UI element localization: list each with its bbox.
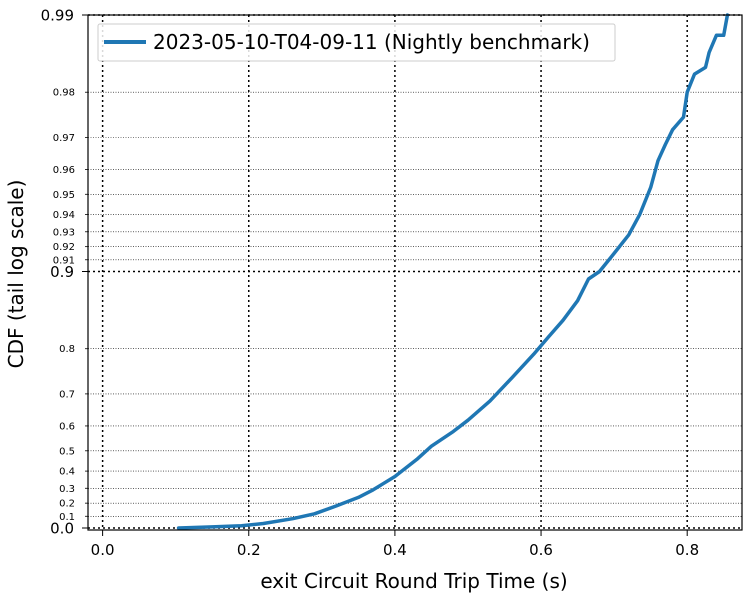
x-axis-label: exit Circuit Round Trip Time (s)	[260, 569, 567, 593]
legend: 2023-05-10-T04-09-11 (Nightly benchmark)	[97, 23, 616, 62]
series-layer	[176, 13, 730, 530]
x-tick-label-0-6: 0.6	[529, 541, 553, 559]
y-minor-tick-label-0-98: 0.98	[53, 88, 75, 99]
y-minor-tick-label-0-5: 0.5	[59, 446, 75, 457]
x-axis-ticks: 0.0 0.2 0.4 0.6 0.8	[91, 530, 699, 559]
y-minor-tick-label-0-8: 0.8	[59, 344, 75, 355]
y-major-tick-label-0: 0.0	[50, 520, 74, 538]
y-minor-tick-label-0-2: 0.2	[59, 499, 75, 510]
x-tick-label-0-2: 0.2	[237, 541, 261, 559]
plot-frame	[87, 14, 743, 531]
y-minor-tick-label-0-91: 0.91	[53, 255, 75, 266]
y-minor-tick-label-0-4: 0.4	[59, 467, 75, 478]
y-axis-ticks: 0.1 0.2 0.3 0.4 0.5 0.6 0.7 0.8 0.91 0.92 0.93 0.94…	[41, 7, 88, 538]
x-tick-label-0-4: 0.4	[383, 541, 407, 559]
x-tick-label-0-8: 0.8	[675, 541, 699, 559]
x-tick-label-0: 0.0	[91, 541, 115, 559]
y-minor-tick-label-0-1: 0.1	[59, 512, 75, 523]
legend-box	[97, 23, 616, 62]
grid-lines	[88, 14, 742, 530]
y-minor-tick-label-0-3: 0.3	[59, 484, 75, 495]
y-major-tick-label-0-9: 0.9	[50, 263, 74, 281]
series-line-0	[176, 13, 730, 530]
y-minor-tick-label-0-96: 0.96	[53, 165, 75, 176]
y-major-tick-label-0-99: 0.99	[41, 7, 74, 25]
y-axis-label: CDF (tail log scale)	[4, 180, 28, 369]
y-minor-tick-label-0-92: 0.92	[53, 242, 75, 253]
y-minor-tick-label-0-94: 0.94	[53, 210, 75, 221]
y-minor-tick-label-0-97: 0.97	[53, 133, 75, 144]
axes-frame	[87, 14, 743, 531]
y-minor-tick-label-0-95: 0.95	[53, 190, 75, 201]
y-minor-tick-label-0-93: 0.93	[53, 227, 75, 238]
y-minor-tick-label-0-7: 0.7	[59, 389, 75, 400]
y-minor-tick-label-0-6: 0.6	[59, 421, 75, 432]
legend-entry: 2023-05-10-T04-09-11 (Nightly benchmark)	[153, 30, 590, 54]
